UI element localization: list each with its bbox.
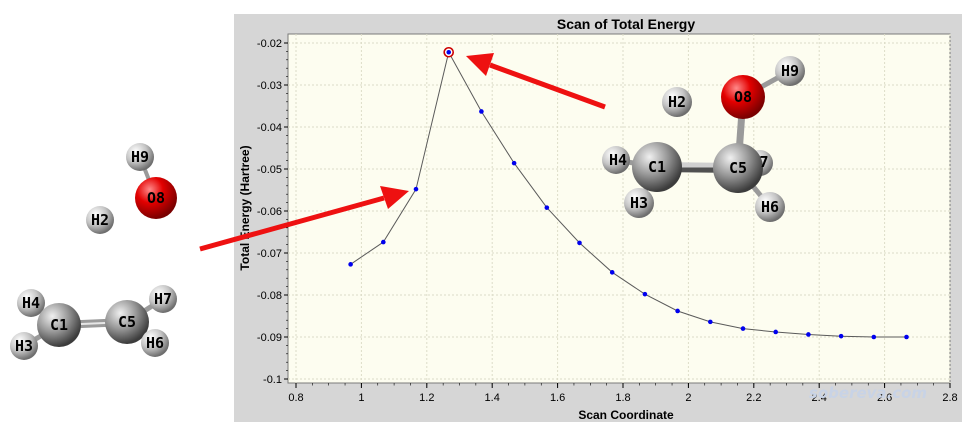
label-h9-right: H9 (781, 62, 799, 80)
y-tick-label: -0.03 (257, 80, 282, 92)
x-tick-label: 2.8 (942, 392, 957, 404)
x-tick-label: 1.6 (550, 392, 565, 404)
chart-title: Scan of Total Energy (557, 16, 695, 32)
arrow-head-peak (466, 53, 494, 76)
data-point[interactable] (381, 239, 386, 245)
atom-h6-right (755, 192, 785, 222)
data-point[interactable] (904, 334, 909, 340)
atom-h4-right (602, 146, 630, 174)
label-h4-right: H4 (609, 151, 627, 169)
label-h7-right: 7 (759, 153, 768, 171)
atom-h3-right (624, 188, 654, 218)
y-tick-label: -0.02 (257, 38, 282, 50)
x-tick-label: 1.8 (615, 392, 630, 404)
atom-o8-left (135, 177, 177, 219)
right-molecule: H9 O8 H2 H4 C1 C5 7 H3 H6 (602, 56, 805, 222)
atom-h4-left (17, 289, 45, 317)
label-h7-left: H7 (154, 290, 172, 308)
left-molecule: H9 O8 H2 H4 C1 C5 H7 H3 H6 (10, 143, 177, 360)
x-axis-label: Scan Coordinate (578, 408, 674, 422)
data-series (348, 46, 909, 340)
label-o8-right: O8 (734, 88, 752, 106)
y-tick-label: -0.08 (257, 290, 282, 302)
label-h4-left: H4 (22, 294, 40, 312)
data-point[interactable] (642, 291, 648, 297)
atom-h7-left (149, 285, 177, 313)
label-c5-right: C5 (729, 159, 747, 177)
x-tick-label: 2.6 (877, 392, 892, 404)
atom-h9-right (775, 56, 805, 86)
data-point[interactable] (446, 49, 452, 55)
y-tick-label: -0.09 (257, 332, 282, 344)
label-c1-left: C1 (50, 316, 68, 334)
annotation-arrows (199, 53, 606, 252)
label-h2-left: H2 (91, 211, 109, 229)
label-o8-left: O8 (147, 189, 165, 207)
x-tick-label: 0.8 (288, 392, 303, 404)
atom-c1-left (37, 303, 81, 347)
axes: -0.02 -0.03 -0.04 -0.05 -0.06 -0.07 -0.08 -0.09… (257, 38, 958, 404)
data-point[interactable] (413, 186, 419, 192)
label-h9-left: H9 (131, 148, 149, 166)
data-point[interactable] (871, 334, 877, 340)
data-point[interactable] (609, 270, 615, 275)
watermark: sobereva.com (809, 384, 927, 402)
y-tick-label: -0.05 (257, 164, 282, 176)
x-tick-label: 2 (685, 392, 691, 404)
arrow-to-peak-point (489, 62, 606, 110)
arrow-to-left-structure-point (199, 195, 385, 252)
label-c5-left: C5 (118, 313, 136, 331)
label-c1-right: C1 (648, 158, 666, 176)
y-tick-label: -0.07 (257, 248, 282, 260)
x-tick-label: 1.2 (419, 392, 434, 404)
atom-h2-left (86, 206, 114, 234)
plot-area (287, 33, 951, 384)
y-axis-label: Total Energy (Hartree) (238, 145, 252, 270)
atom-h9-left (126, 143, 154, 171)
data-point[interactable] (708, 319, 713, 325)
data-point[interactable] (838, 333, 844, 339)
data-point[interactable] (577, 240, 582, 246)
y-tick-label: -0.04 (257, 122, 282, 134)
atom-c1-right (632, 142, 682, 192)
x-tick-label: 2.4 (812, 392, 827, 404)
series-line (350, 50, 907, 338)
label-h2-right: H2 (668, 93, 686, 111)
atom-h6-left (141, 329, 169, 357)
atom-o8-right (721, 75, 765, 119)
data-point[interactable] (740, 326, 746, 331)
label-h6-right: H6 (761, 198, 779, 216)
atom-c5-right (713, 143, 763, 193)
atom-h2-right (662, 87, 692, 117)
label-h3-left: H3 (15, 337, 33, 355)
x-tick-label: 1.4 (485, 392, 500, 404)
x-tick-label: 1 (358, 392, 364, 404)
atom-c5-left (105, 300, 149, 344)
atom-h3-left (10, 332, 38, 360)
label-h3-right: H3 (630, 194, 648, 212)
data-point[interactable] (511, 160, 517, 166)
data-point[interactable] (348, 262, 353, 267)
data-point[interactable] (773, 329, 779, 335)
y-tick-label: -0.06 (257, 206, 282, 218)
x-tick-label: 2.2 (746, 392, 761, 404)
y-tick-label: -0.1 (263, 374, 282, 386)
data-point[interactable] (675, 308, 680, 314)
label-h6-left: H6 (146, 334, 164, 352)
arrow-head-left (380, 186, 409, 209)
data-point[interactable] (806, 332, 811, 337)
data-point[interactable] (544, 205, 550, 210)
data-point[interactable] (479, 109, 484, 114)
